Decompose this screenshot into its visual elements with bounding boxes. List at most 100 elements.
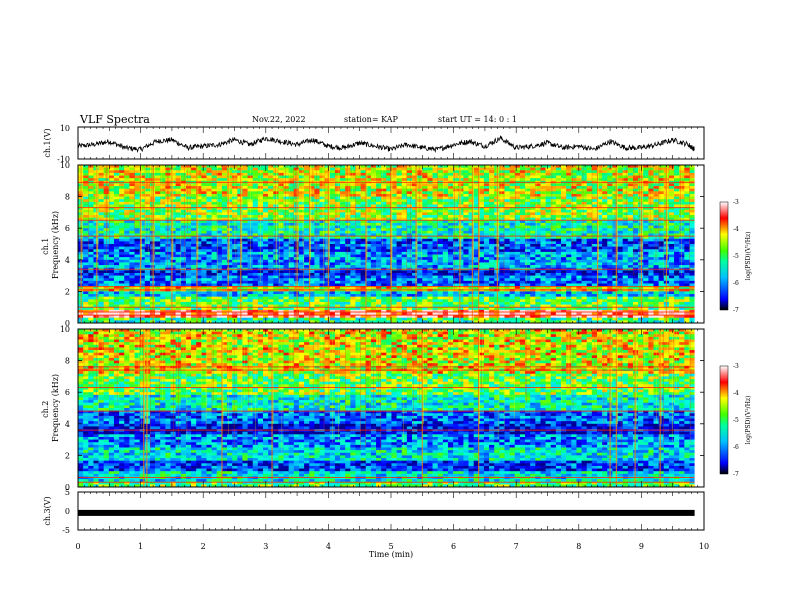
spectrogram-cell (139, 172, 146, 176)
spectrogram-cell (381, 265, 387, 268)
spectrogram-cell (93, 212, 99, 216)
spectrogram-cell (216, 183, 223, 187)
spectrogram-cell (211, 191, 218, 195)
spectrogram-cell (83, 167, 89, 171)
spectrogram-cell (417, 259, 423, 263)
spectrogram-cell (468, 249, 474, 253)
spectrogram-cell (550, 254, 557, 258)
spectrogram-cell (237, 201, 243, 205)
spectrogram-cell (124, 228, 130, 232)
spectrogram-cell (473, 199, 480, 203)
spectrogram-cell (386, 228, 392, 232)
spectrogram-cell (334, 209, 341, 213)
spectrogram-cell (473, 193, 480, 197)
spectrogram-cell (376, 228, 382, 232)
spectrogram-cell (83, 262, 89, 266)
spectrogram-cell (519, 262, 526, 266)
spectrogram-cell (612, 262, 618, 266)
spectrogram-cell (489, 262, 495, 266)
spectrogram-cell (180, 204, 187, 208)
spectrogram-cell (668, 244, 675, 247)
spectrogram-cell (113, 170, 120, 174)
spectrogram-cell (617, 209, 623, 213)
spectrogram-cell (627, 230, 634, 234)
spectrogram-cell (396, 193, 403, 197)
spectrogram-cell (360, 204, 367, 208)
spectrogram-cell (139, 188, 146, 192)
spectrogram-cell (412, 186, 418, 189)
spectrogram-cell (324, 244, 331, 247)
spectrogram-cell (555, 217, 562, 221)
spectrogram-cell (88, 244, 94, 247)
spectrogram-cell (679, 270, 685, 274)
spectrogram-cell (386, 178, 392, 182)
spectrogram-cell (658, 196, 665, 200)
spectrogram-cell (473, 230, 480, 234)
spectrogram-cell (581, 244, 587, 247)
spectrogram-cell (88, 272, 94, 276)
spectrogram-cell (478, 188, 485, 192)
spectrogram-cell (355, 230, 361, 234)
spectrogram-cell (427, 188, 433, 192)
spectrogram-cell (304, 233, 310, 237)
spectrogram-cell (355, 178, 361, 182)
spectrogram-cell (561, 165, 567, 168)
spectrogram-cell (314, 178, 320, 182)
spectrogram-cell (283, 272, 289, 276)
spectrogram-cell (679, 196, 685, 200)
spectrogram-cell (288, 254, 295, 258)
spectrogram-cell (627, 265, 634, 268)
spectrogram-cell (442, 217, 449, 221)
spectrogram-cell (607, 230, 613, 234)
spectrogram-cell (365, 215, 372, 218)
spectrogram-cell (432, 220, 438, 224)
spectrogram-cell (257, 246, 264, 250)
spectrogram-cell (632, 244, 639, 247)
spectrogram-cell (324, 207, 331, 211)
spectrogram-cell (566, 178, 572, 182)
spectrogram-cell (622, 204, 629, 208)
spectrogram-cell (257, 207, 264, 211)
spectrogram-cell (381, 272, 387, 276)
spectrogram-cell (596, 172, 603, 176)
spectrogram-cell (684, 228, 690, 232)
spectrogram-cell (432, 233, 438, 237)
spectrogram-cell (463, 172, 469, 176)
spectrogram-cell (550, 246, 557, 250)
spectrogram-cell (447, 262, 454, 266)
spectrogram-cell (617, 172, 623, 176)
spectrogram-cell (273, 251, 279, 255)
spectrogram-cell (463, 204, 469, 208)
spectrogram-cell (463, 217, 469, 221)
spectrogram-cell (504, 212, 510, 216)
spectrogram-cell (566, 188, 572, 192)
spectrogram-cell (602, 270, 608, 274)
spectrogram-cell (283, 204, 289, 208)
spectrogram-cell (581, 236, 587, 240)
spectrogram-cell (386, 265, 392, 268)
spectrogram-cell (329, 193, 336, 197)
spectrogram-cell (540, 191, 546, 195)
spectrogram-cell (561, 201, 567, 205)
spectrogram-cell (252, 249, 259, 253)
spectrogram-cell (288, 222, 295, 226)
spectrogram-cell (155, 251, 161, 255)
spectrogram-cell (468, 186, 474, 189)
spectrogram-cell (360, 201, 367, 205)
spectrogram-cell (566, 244, 572, 247)
spectrogram-cell (273, 212, 279, 216)
spectrogram-cell (561, 170, 567, 174)
spectrogram-cell (386, 236, 392, 240)
spectrogram-cell (386, 209, 392, 213)
spectrogram-cell (376, 262, 382, 266)
spectrogram-cell (504, 225, 510, 229)
spectrogram-cell (129, 207, 135, 211)
spectrogram-cell (242, 265, 248, 268)
spectrogram-cell (370, 170, 377, 174)
spectrogram-cell (309, 225, 315, 229)
spectrogram-cell (334, 212, 341, 216)
spectrogram-cell (607, 238, 613, 242)
spectrogram-cell (129, 212, 135, 216)
spectrogram-cell (576, 201, 582, 205)
spectrogram-cell (355, 249, 361, 253)
